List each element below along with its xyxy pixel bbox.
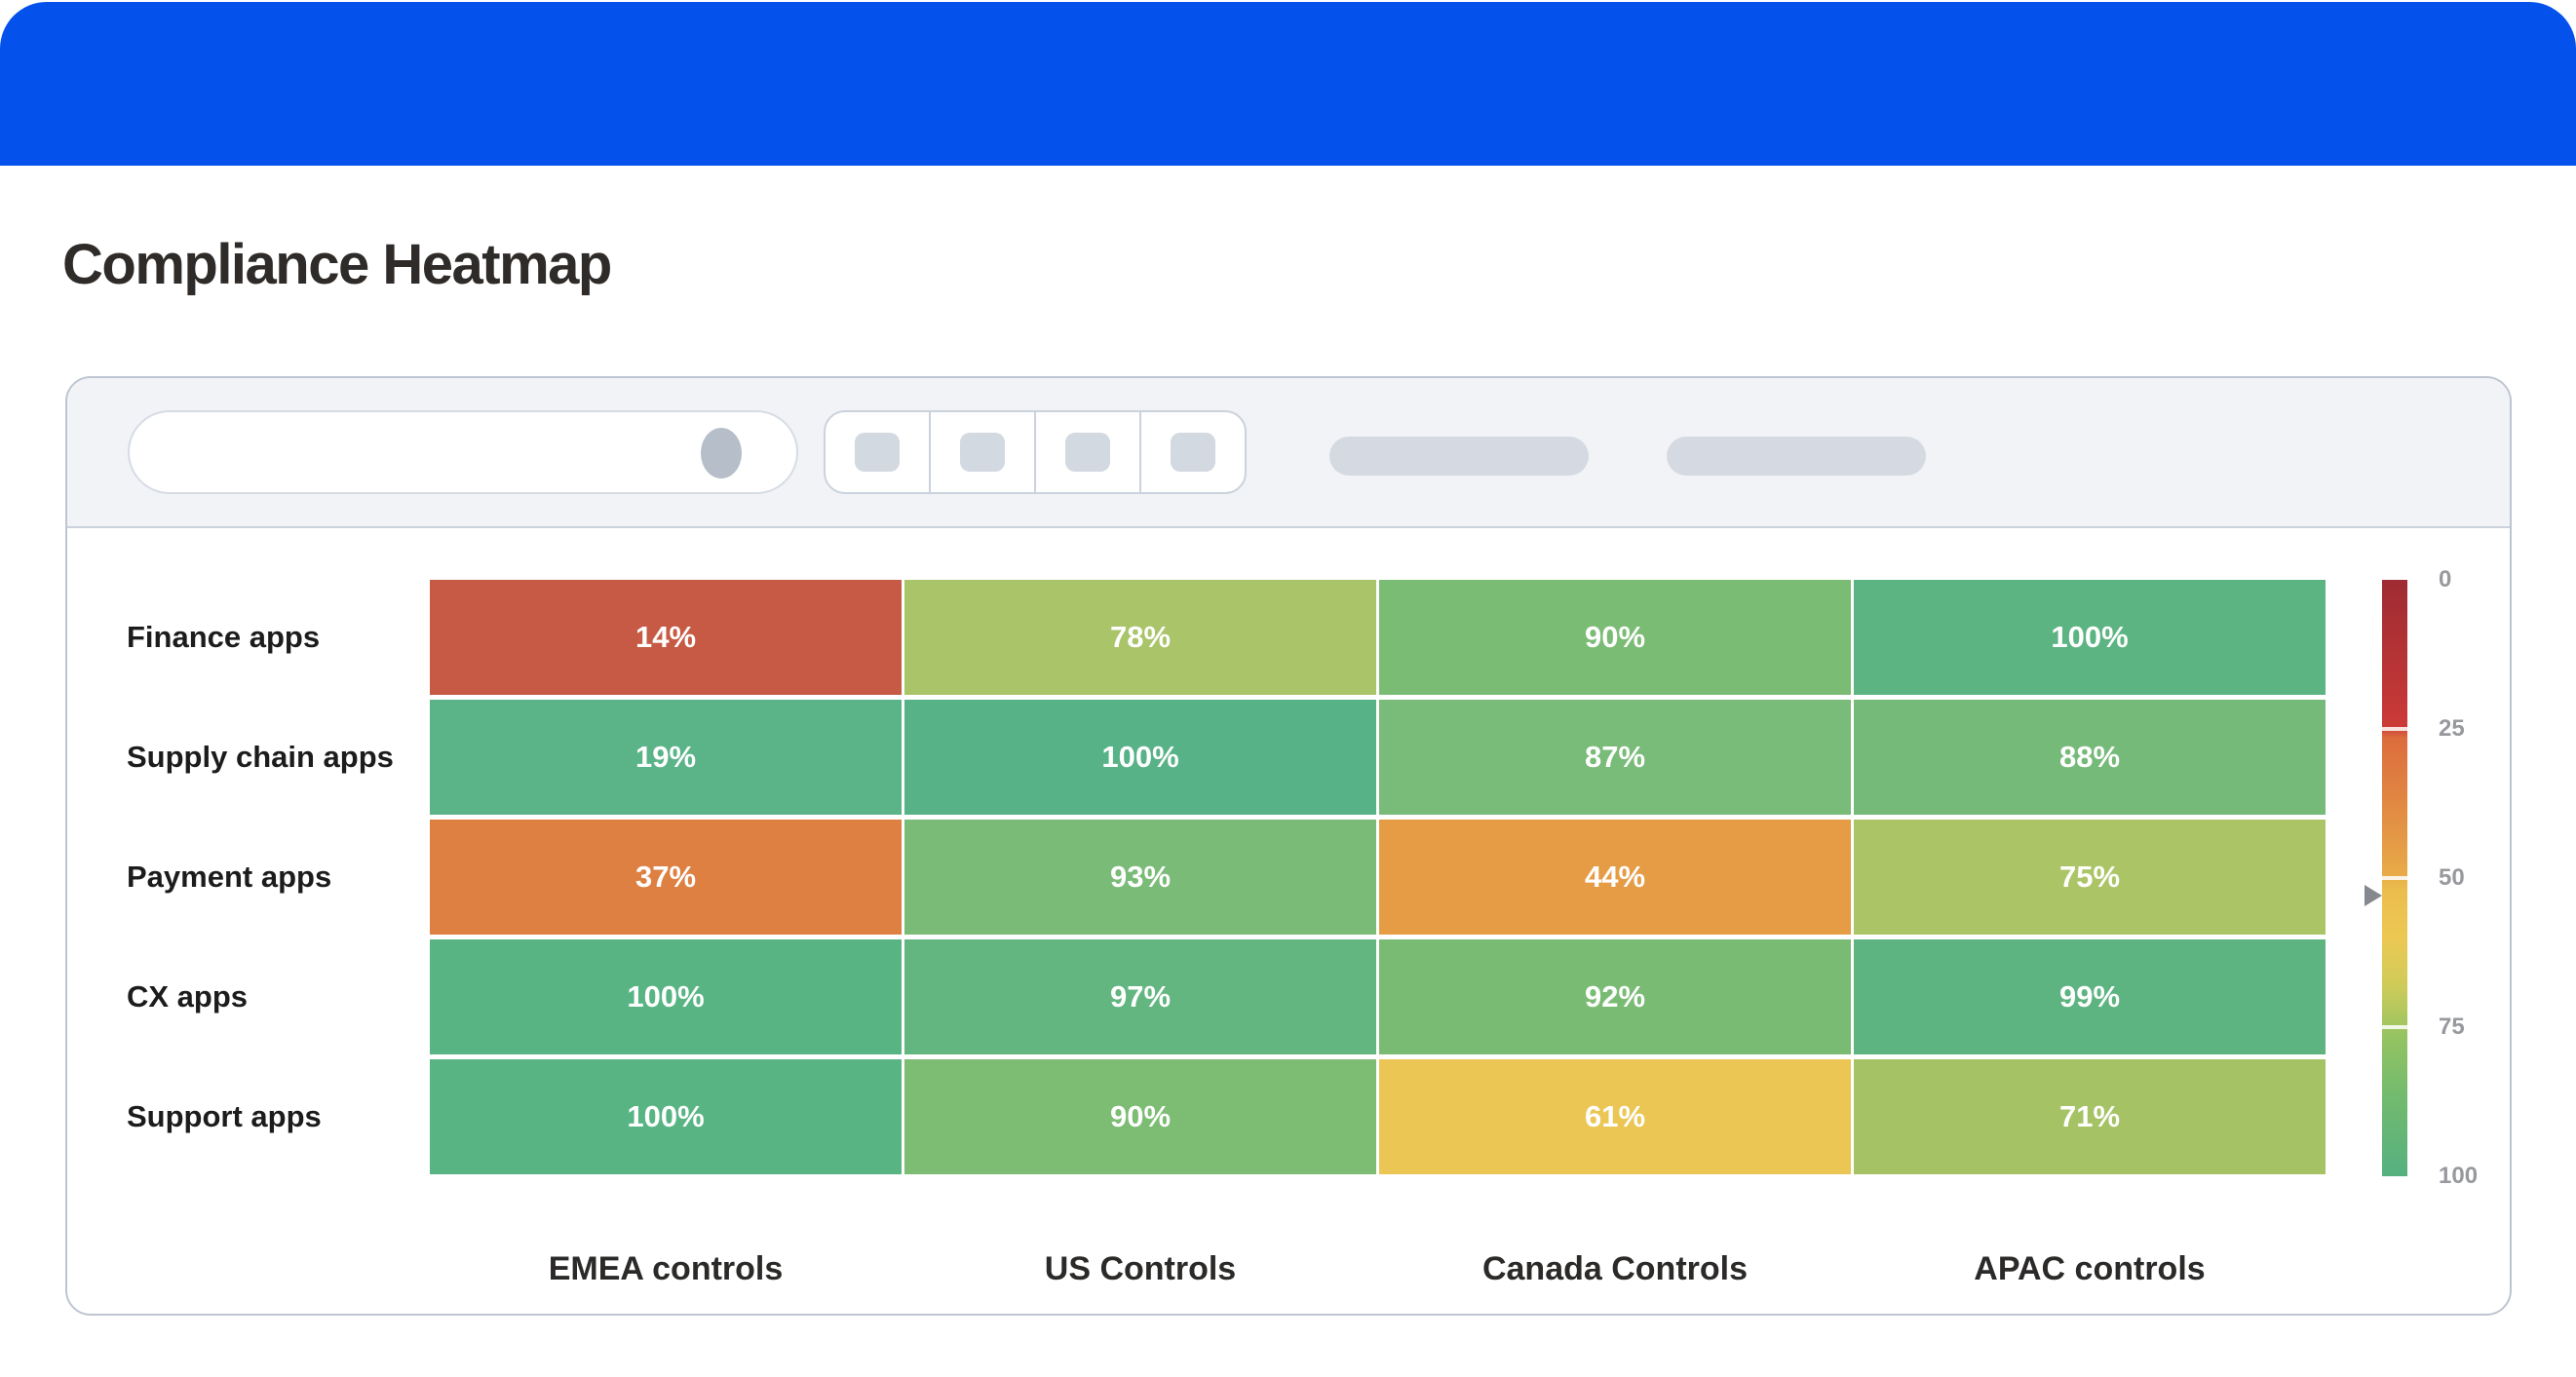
heatmap-cell: 100% <box>904 700 1376 815</box>
heatmap-cell: 92% <box>1379 939 1851 1054</box>
heatmap-cell: 44% <box>1379 820 1851 935</box>
page-title: Compliance Heatmap <box>62 233 612 296</box>
row-label: CX apps <box>127 979 249 1014</box>
row-label: Support apps <box>127 1099 322 1133</box>
row-label: Payment apps <box>127 860 332 894</box>
column-label: US Controls <box>1044 1250 1237 1287</box>
heatmap-cell: 99% <box>1854 939 2326 1054</box>
heatmap-cell: 88% <box>1854 700 2326 815</box>
heatmap-cell: 87% <box>1379 700 1851 815</box>
heatmap-cell: 100% <box>430 1059 902 1174</box>
heatmap-cell: 97% <box>904 939 1376 1054</box>
heatmap-cell: 61% <box>1379 1059 1851 1174</box>
heatmap-cell: 71% <box>1854 1059 2326 1174</box>
legend-color-scale <box>2382 580 2407 1176</box>
heatmap-cell: 100% <box>1854 580 2326 695</box>
toggle-icon <box>855 433 900 472</box>
app-header-bar <box>0 2 2576 166</box>
heatmap-cell: 93% <box>904 820 1376 935</box>
card-toolbar <box>67 378 2510 528</box>
heatmap-cell: 100% <box>430 939 902 1054</box>
toggle-button-1[interactable] <box>826 412 931 492</box>
legend-tick-label: 75 <box>2439 1014 2465 1040</box>
heatmap-cell: 14% <box>430 580 902 695</box>
heatmap-cell: 37% <box>430 820 902 935</box>
legend-tick-label: 100 <box>2439 1163 2479 1189</box>
column-label: Canada Controls <box>1481 1250 1749 1287</box>
row-label: Finance apps <box>127 620 321 654</box>
view-toggle-group <box>824 410 1247 494</box>
search-input[interactable] <box>128 410 798 494</box>
toggle-icon <box>1065 433 1110 472</box>
column-label: EMEA controls <box>548 1250 784 1287</box>
compliance-heatmap-card: Finance apps 14% 78% 90% 100% Supply chain ap… <box>65 376 2512 1316</box>
legend-divider-25 <box>2382 727 2407 731</box>
row-label: Supply chain apps <box>127 740 394 774</box>
legend-divider-75 <box>2382 1025 2407 1029</box>
skeleton-text-pill-1 <box>1329 437 1589 476</box>
toggle-icon <box>960 433 1005 472</box>
skeleton-text-pill-2 <box>1667 437 1926 476</box>
heatmap-cell: 78% <box>904 580 1376 695</box>
heatmap-cell: 75% <box>1854 820 2326 935</box>
legend-divider-50 <box>2382 876 2407 880</box>
column-label: APAC controls <box>1974 1250 2206 1287</box>
toggle-button-3[interactable] <box>1036 412 1141 492</box>
heatmap-cell: 90% <box>904 1059 1376 1174</box>
toggle-icon <box>1171 433 1215 472</box>
legend-tick-label: 0 <box>2439 566 2452 593</box>
legend-tick-label: 25 <box>2439 715 2465 742</box>
heatmap-cell: 19% <box>430 700 902 815</box>
toggle-button-2[interactable] <box>931 412 1036 492</box>
legend-pointer-icon <box>2365 885 2382 906</box>
heatmap-cell: 90% <box>1379 580 1851 695</box>
toggle-button-4[interactable] <box>1141 412 1245 492</box>
legend-tick-label: 50 <box>2439 864 2465 891</box>
search-icon <box>701 428 742 478</box>
